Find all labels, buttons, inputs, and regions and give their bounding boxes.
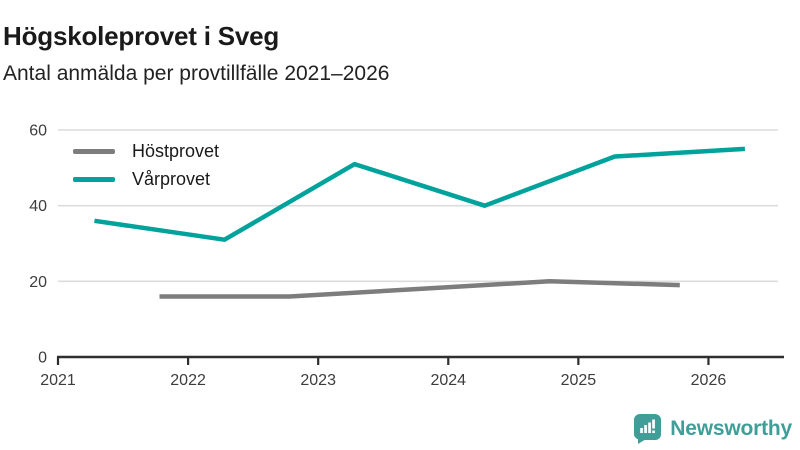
series-line-vårprovet — [94, 146, 746, 242]
legend-line-swatch — [73, 148, 115, 154]
legend-item: Höstprovet — [73, 137, 219, 165]
series-line-höstprovet — [159, 279, 680, 299]
newsworthy-logo: Newsworthy — [633, 413, 792, 444]
y-tick-label: 0 — [38, 350, 47, 367]
x-tick-label: 2021 — [40, 372, 76, 389]
speech-bubble-shape — [634, 414, 662, 444]
legend-item-label: Vårprovet — [132, 168, 211, 189]
x-tick-label: 2026 — [691, 372, 727, 389]
legend-item: Vårprovet — [73, 165, 219, 193]
x-tick-label: 2022 — [170, 372, 206, 389]
x-tick-label: 2025 — [561, 372, 597, 389]
legend-item-label: Höstprovet — [132, 140, 220, 161]
y-tick-label: 20 — [29, 274, 47, 291]
chart-title: Högskoleprovet i Sveg — [3, 21, 280, 52]
legend: Höstprovet Vårprovet — [73, 137, 219, 193]
y-tick-label: 60 — [29, 123, 47, 140]
x-tick-label: 2023 — [300, 372, 336, 389]
logo-text: Newsworthy — [670, 416, 792, 440]
y-tick-label: 40 — [29, 198, 47, 215]
bar-chart-speech-bubble-icon — [633, 413, 662, 444]
chart-subtitle: Antal anmälda per provtillfälle 2021–202… — [3, 62, 390, 85]
legend-line-swatch — [73, 176, 115, 182]
x-tick-label: 2024 — [430, 372, 466, 389]
